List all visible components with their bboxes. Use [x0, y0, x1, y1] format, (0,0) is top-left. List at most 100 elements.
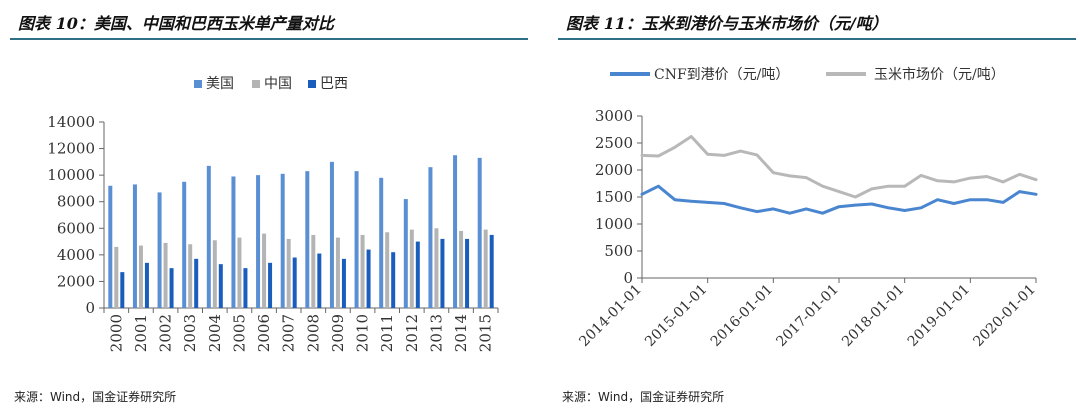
series-point-1	[1001, 180, 1005, 184]
x-tick-label: 2005	[230, 314, 248, 352]
x-tick-label: 2002	[157, 314, 175, 352]
legend-label-1: 中国	[264, 76, 292, 92]
series-point-0	[1001, 201, 1005, 204]
series-point-0	[969, 198, 972, 201]
series-point-0	[903, 209, 906, 212]
y-tick-label: 1000	[595, 215, 633, 233]
series-point-0	[886, 206, 890, 210]
series-point-0	[689, 200, 693, 203]
series-point-0	[936, 198, 939, 201]
bar-美国-2015	[477, 157, 482, 308]
x-tick-label: 2007	[280, 314, 298, 352]
bar-巴西-2008	[317, 253, 322, 308]
x-tick-label: 2018-01-01	[839, 282, 907, 350]
series-point-0	[985, 198, 989, 201]
series-point-0	[870, 202, 874, 206]
x-tick-label: 2017-01-01	[773, 282, 841, 350]
series-point-1	[722, 154, 726, 157]
x-tick-label: 2008	[304, 314, 322, 352]
bar-美国-2006	[256, 175, 261, 308]
bar-中国-2001	[138, 245, 143, 308]
x-tick-label: 2004	[206, 314, 224, 352]
y-tick-label: 3000	[595, 107, 633, 125]
left-source: 来源：Wind，国金证券研究所	[14, 390, 177, 404]
series-point-1	[755, 153, 759, 157]
series-point-0	[804, 207, 808, 211]
bar-巴西-2011	[391, 252, 396, 308]
bar-美国-2007	[280, 173, 285, 308]
bar-中国-2014	[459, 230, 464, 308]
series-point-1	[640, 154, 644, 157]
bar-axes: 0 2000 4000 6000 8000 10000 12000 14000 2000 2001…	[47, 113, 499, 352]
series-point-1	[772, 171, 775, 174]
bar-巴西-2006	[268, 262, 273, 308]
x-tick-label: 2015-01-01	[642, 282, 710, 350]
legend-swatch-2	[308, 80, 316, 88]
bar-巴西-2014	[465, 238, 470, 308]
series-point-1	[804, 176, 808, 179]
series-point-0	[772, 207, 775, 211]
bar-美国-2008	[305, 171, 310, 308]
x-tick-label: 2000	[107, 314, 125, 352]
bar-巴西-2007	[292, 257, 297, 308]
series-point-1	[985, 175, 989, 178]
series-point-1	[673, 146, 677, 149]
legend-label-2: 巴西	[320, 76, 348, 92]
y-tick-label: 0	[623, 269, 633, 287]
bar-中国-2012	[409, 229, 414, 308]
series-point-0	[657, 184, 660, 188]
bar-美国-2011	[379, 177, 384, 308]
x-tick-label: 2006	[255, 314, 273, 352]
bar-巴西-2003	[194, 258, 199, 308]
bar-美国-2004	[206, 165, 211, 308]
series-point-1	[870, 187, 874, 191]
series-point-1	[689, 135, 693, 138]
series-point-0	[640, 193, 644, 196]
series-point-1	[788, 174, 792, 178]
bar-中国-2010	[360, 234, 365, 308]
series-point-0	[722, 202, 726, 205]
legend-label-1: 玉米市场价（元/吨）	[874, 66, 1005, 83]
y-tick-label: 10000	[47, 166, 95, 184]
bar-巴西-2015	[489, 234, 494, 308]
right-source: 来源：Wind，国金证券研究所	[562, 390, 725, 404]
bar-美国-2009	[329, 161, 334, 308]
series-point-0	[821, 211, 824, 215]
bar-巴西-2005	[243, 268, 248, 308]
series-point-1	[903, 184, 906, 188]
y-tick-label: 4000	[57, 246, 95, 264]
bar-美国-2005	[231, 176, 236, 308]
series-point-1	[1018, 173, 1021, 176]
series-point-0	[1034, 193, 1038, 196]
x-tick-label: 2013	[427, 314, 445, 352]
series-point-0	[706, 201, 709, 204]
x-tick-label: 2010	[354, 314, 372, 352]
line-legend: CNF到港价（元/吨） 玉米市场价（元/吨）	[610, 66, 1005, 83]
bar-中国-2013	[434, 228, 439, 308]
x-tick-label: 2009	[329, 314, 347, 352]
bar-巴西-2012	[415, 241, 420, 308]
bar-巴西-2009	[341, 258, 346, 308]
series-point-0	[952, 202, 956, 205]
series-line-1	[640, 135, 1038, 199]
x-tick-label: 2019-01-01	[905, 282, 973, 350]
line-marks	[640, 135, 1038, 215]
bar-中国-2004	[212, 240, 217, 308]
series-point-0	[919, 206, 923, 210]
y-tick-label: 1500	[595, 188, 633, 206]
series-point-1	[657, 154, 660, 158]
x-tick-label: 2001	[132, 314, 150, 352]
y-tick-label: 14000	[47, 113, 95, 131]
series-point-1	[886, 184, 890, 188]
bar-美国-2002	[157, 192, 162, 308]
series-point-1	[919, 174, 923, 177]
right-title-rule	[558, 38, 1076, 40]
bar-marks	[108, 155, 494, 308]
y-tick-label: 12000	[47, 140, 95, 158]
bar-中国-2008	[311, 234, 316, 308]
series-point-1	[969, 176, 972, 180]
bar-巴西-2002	[169, 268, 174, 308]
y-tick-label: 6000	[57, 219, 95, 237]
bar-中国-2011	[385, 232, 390, 308]
bar-中国-2015	[483, 229, 488, 308]
